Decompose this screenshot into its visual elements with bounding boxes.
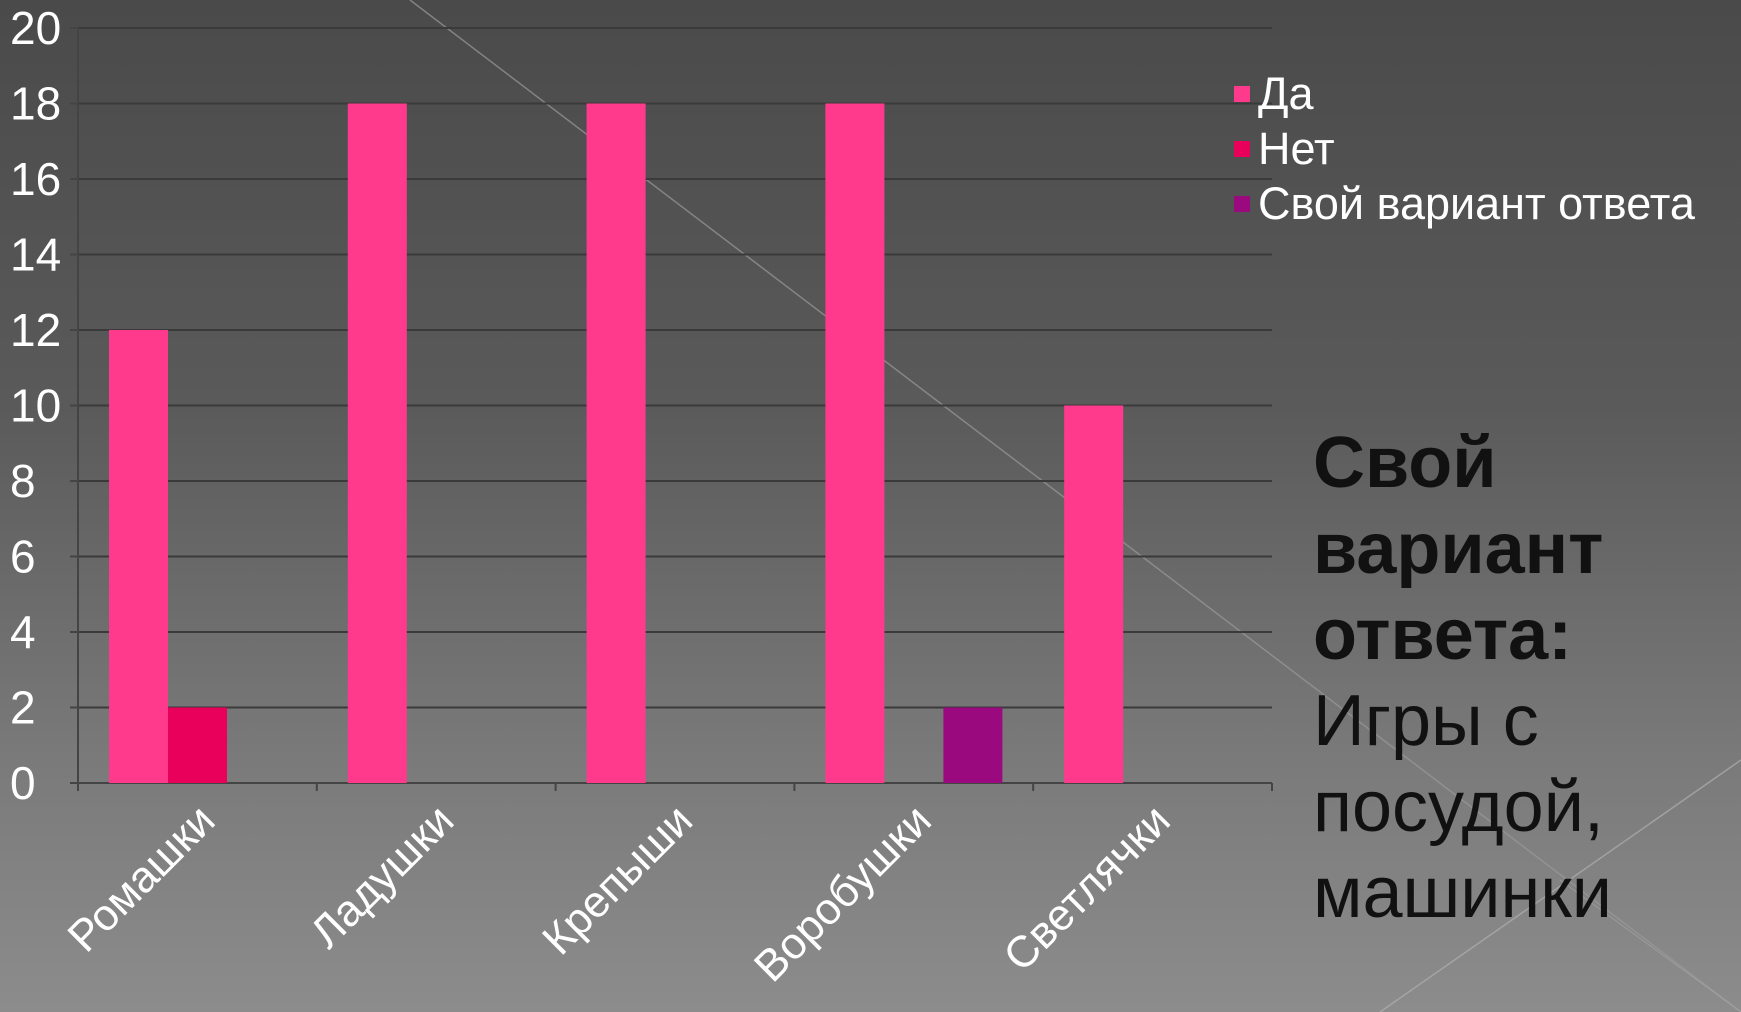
bar [347,103,407,783]
custom-answer-note: Свой вариант ответа: Игры с посудой, маш… [1313,420,1733,936]
bar [168,707,227,783]
bar [825,103,885,783]
y-tick-label: 8 [10,455,36,507]
x-tick-label: Ладушки [301,795,463,957]
y-tick-label: 16 [10,153,61,205]
y-tick-label: 12 [10,304,61,356]
legend-label: Да [1258,68,1314,119]
y-tick-label: 20 [10,2,61,54]
legend-swatch [1234,141,1250,157]
x-tick-label: Крепыши [533,795,702,964]
legend-swatch [1234,196,1250,212]
gridlines [78,27,1272,709]
x-tick-label: Светлячки [994,795,1179,980]
y-tick-label: 2 [10,682,36,734]
bar [586,103,646,783]
legend-swatch [1234,86,1250,102]
note-body: Игры с посудой, машинки [1313,681,1613,933]
y-tick-label: 18 [10,78,61,130]
y-tick-label: 10 [10,380,61,432]
note-title: Свой вариант ответа: [1313,423,1604,675]
x-tick-label: Воробушки [745,795,941,991]
y-tick-labels: 0 2 4 6 8 10 12 14 16 18 20 [10,2,61,809]
x-tick-labels: Ромашки Ладушки Крепыши Воробушки Светлячки [58,795,1179,991]
y-tick-label: 14 [10,229,61,281]
y-tick-label: 6 [10,531,36,583]
bar [1064,405,1124,783]
bar [109,330,168,783]
legend-label: Свой вариант ответа [1258,178,1696,229]
bars [109,103,1124,783]
y-tick-label: 0 [10,757,36,809]
x-tick-label: Ромашки [58,795,224,961]
y-tick-label: 4 [10,606,36,658]
bar [943,707,1003,783]
legend-label: Нет [1258,123,1335,174]
